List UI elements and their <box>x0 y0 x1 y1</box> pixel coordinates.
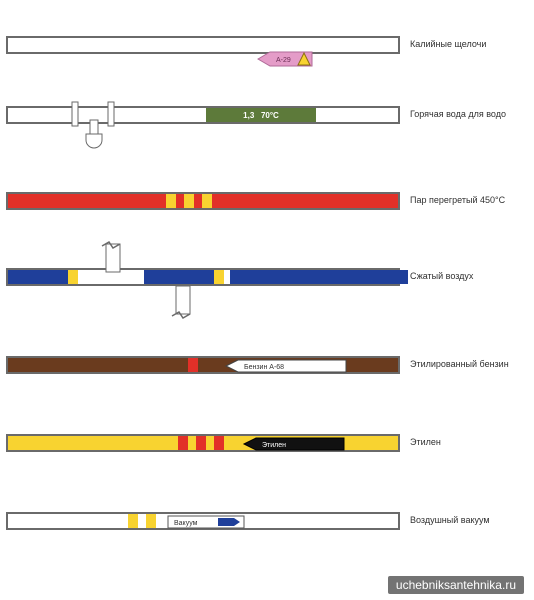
watermark: uchebniksantehnika.ru <box>388 576 524 594</box>
pipe-vacuum: Вакуум <box>6 512 400 530</box>
label-hotwater: Горячая вода для водо <box>410 109 534 120</box>
marking-stripe <box>188 358 198 372</box>
row-hotwater: 1,3 70°С Горячая вода для водо <box>0 80 534 152</box>
label-ethylene: Этилен <box>410 437 534 448</box>
marking-stripe <box>214 436 224 450</box>
marking-stripe <box>178 436 188 450</box>
row-alkali: А-29 Калийные щелочи <box>0 10 534 82</box>
row-steam: Пар перегретый 450°С <box>0 166 534 238</box>
segment-label: 1,3 70°С <box>206 108 316 122</box>
marking-stripe <box>196 436 206 450</box>
pipe-steam <box>6 192 400 210</box>
row-ethylene: Этилен Этилен <box>0 408 534 480</box>
label-air: Сжатый воздух <box>410 271 534 282</box>
flow-arrow: Бензин А-68 <box>226 360 346 372</box>
pipe-air <box>6 268 400 286</box>
marking-stripe <box>214 270 224 284</box>
label-alkali: Калийные щелочи <box>410 39 534 50</box>
svg-text:Бензин А-68: Бензин А-68 <box>244 364 284 371</box>
pipe-alkali: А-29 <box>6 36 400 54</box>
pipe-segment: 1,3 70°С <box>206 108 316 122</box>
marking-stripe <box>166 194 176 208</box>
pipe-segment <box>8 270 68 284</box>
marking-stripe <box>202 194 212 208</box>
pipe-marking-diagram: А-29 Калийные щелочи 1,3 70°С Горячая вода … <box>0 0 534 600</box>
label-gasoline: Этилированный бензин <box>410 359 534 370</box>
svg-text:Вакуум: Вакуум <box>174 520 198 527</box>
row-vacuum: Вакуум Воздушный вакуум <box>0 486 534 558</box>
pipe-ethylene: Этилен <box>6 434 400 452</box>
branch-up <box>98 240 128 276</box>
pipe-segment <box>144 270 214 284</box>
svg-text:Этилен: Этилен <box>262 442 286 449</box>
pipe-segment <box>230 270 408 284</box>
marking-stripe <box>146 514 156 528</box>
flow-arrow: А-29 <box>258 52 312 66</box>
marking-stripe <box>68 270 78 284</box>
row-air: Сжатый воздух <box>0 232 534 304</box>
label-vacuum: Воздушный вакуум <box>410 515 534 526</box>
marking-stripe <box>184 194 194 208</box>
branch-down <box>168 286 198 322</box>
marking-stripe <box>128 514 138 528</box>
flange-valve <box>64 98 124 152</box>
svg-text:А-29: А-29 <box>276 57 291 64</box>
label-steam: Пар перегретый 450°С <box>410 195 534 206</box>
flow-arrow: Вакуум <box>168 516 244 528</box>
flow-arrow: Этилен <box>244 438 344 450</box>
row-gasoline: Бензин А-68 Этилированный бензин <box>0 330 534 402</box>
pipe-gasoline: Бензин А-68 <box>6 356 400 374</box>
